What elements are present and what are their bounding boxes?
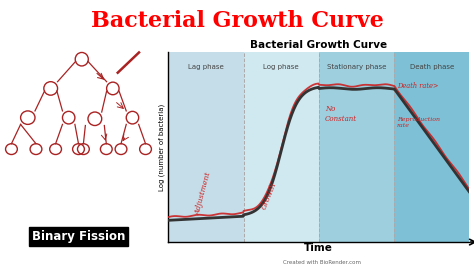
Text: Adjustment: Adjustment — [194, 171, 213, 216]
Bar — [168, 52, 244, 242]
Bar — [394, 52, 469, 242]
Y-axis label: Log (number of bacteria): Log (number of bacteria) — [159, 103, 165, 191]
Text: Stationary phase: Stationary phase — [327, 64, 386, 70]
Bar — [244, 52, 319, 242]
X-axis label: Time: Time — [304, 243, 333, 253]
Text: Created with BioRender.com: Created with BioRender.com — [283, 260, 361, 265]
Text: Log phase: Log phase — [264, 64, 299, 70]
Text: Death rate>: Death rate> — [397, 82, 438, 90]
Text: Growth: Growth — [260, 181, 278, 211]
Text: Lag phase: Lag phase — [188, 64, 224, 70]
Bar — [319, 52, 394, 242]
Text: No
Constant: No Constant — [325, 105, 357, 123]
Text: Binary Fission: Binary Fission — [32, 230, 125, 243]
Title: Bacterial Growth Curve: Bacterial Growth Curve — [250, 40, 387, 50]
Text: Death phase: Death phase — [410, 64, 454, 70]
Text: Reproduction
rate: Reproduction rate — [397, 117, 440, 128]
Text: Bacterial Growth Curve: Bacterial Growth Curve — [91, 10, 383, 32]
